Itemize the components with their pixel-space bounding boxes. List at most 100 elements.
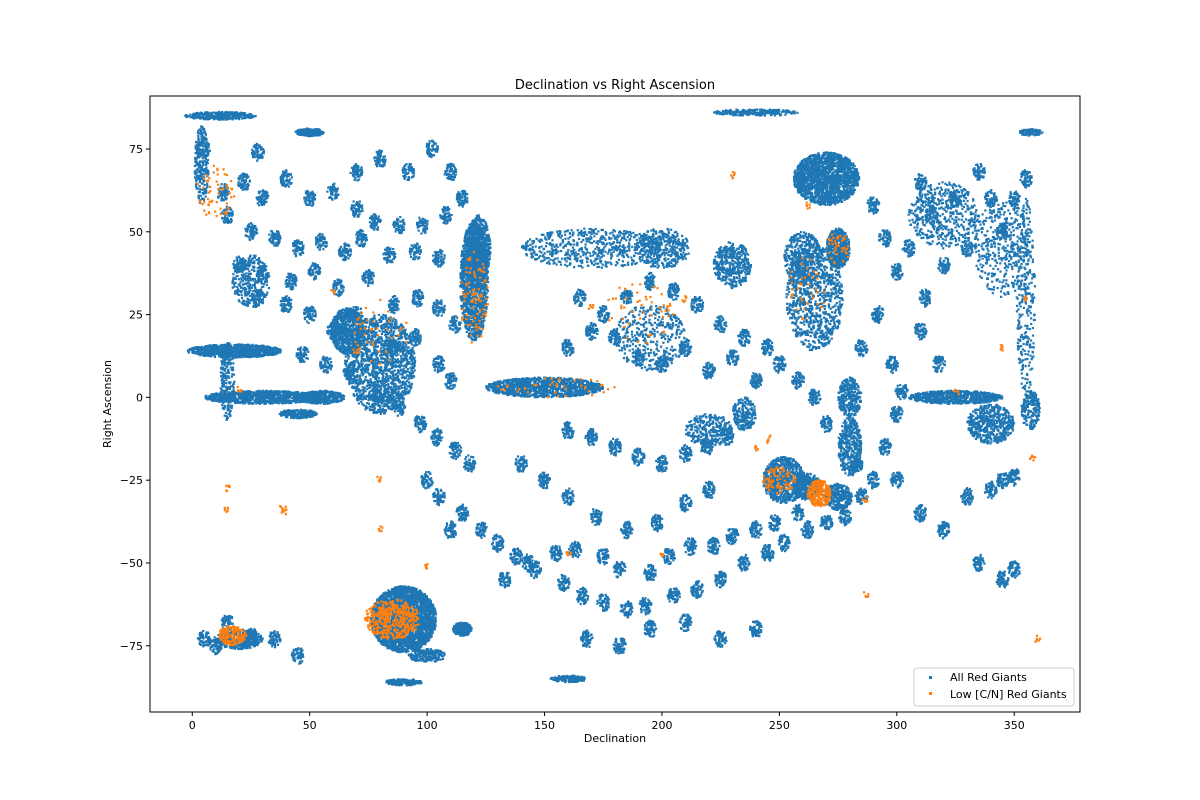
data-point (487, 263, 490, 266)
data-point (412, 648, 415, 651)
data-point (392, 593, 395, 596)
data-point (485, 251, 488, 254)
data-point (431, 603, 434, 606)
data-point (371, 608, 375, 611)
data-point (401, 603, 404, 606)
data-point (424, 639, 427, 642)
data-point (415, 626, 419, 629)
data-point (474, 303, 477, 306)
data-point (428, 610, 431, 613)
data-point (470, 236, 473, 239)
data-point (380, 629, 383, 632)
data-point (401, 601, 404, 604)
data-point (410, 589, 413, 592)
data-point (399, 590, 402, 593)
data-point (471, 338, 474, 341)
data-point (397, 642, 401, 645)
data-point (387, 643, 390, 646)
data-point (428, 601, 431, 604)
data-point (461, 278, 464, 281)
data-point (414, 632, 417, 635)
data-point (387, 634, 390, 637)
data-point (422, 617, 425, 620)
data-point (424, 609, 427, 613)
data-point (402, 646, 405, 649)
data-point (406, 618, 409, 622)
data-point (462, 305, 465, 308)
data-point (474, 318, 477, 321)
data-point (470, 223, 473, 226)
data-point (387, 589, 390, 592)
data-point (429, 625, 432, 628)
data-point (425, 607, 428, 610)
data-point (376, 609, 379, 612)
data-point (480, 218, 483, 222)
data-point (407, 645, 410, 648)
data-point (423, 601, 426, 604)
data-point (382, 594, 385, 597)
data-point (421, 597, 424, 600)
data-point (409, 630, 412, 633)
data-point (413, 587, 416, 590)
data-point (402, 637, 406, 640)
data-point (376, 634, 379, 637)
data-point (418, 616, 421, 619)
data-point (398, 638, 401, 641)
data-point (478, 312, 481, 315)
data-point (461, 258, 464, 261)
data-point (488, 258, 491, 261)
data-point (430, 635, 433, 638)
data-point (420, 630, 423, 633)
data-point (425, 630, 428, 633)
data-point (400, 645, 404, 648)
data-point (479, 242, 482, 246)
data-point (416, 645, 419, 648)
data-point (475, 217, 478, 220)
data-point (419, 645, 422, 648)
data-point (416, 603, 419, 606)
data-point (418, 598, 421, 601)
data-point (387, 594, 390, 597)
data-point (421, 615, 424, 618)
data-point (464, 325, 467, 328)
data-point (388, 610, 391, 613)
data-point (409, 637, 412, 640)
data-point (409, 595, 413, 598)
data-point (419, 634, 423, 637)
data-point (377, 637, 380, 640)
data-point (473, 307, 476, 310)
data-point (399, 588, 402, 591)
data-point (395, 640, 398, 644)
data-point (385, 606, 388, 609)
data-point (390, 597, 393, 601)
data-point (425, 639, 428, 642)
data-point (409, 600, 412, 603)
data-point (419, 601, 422, 604)
data-point (432, 618, 435, 621)
data-point (413, 603, 417, 606)
data-point (394, 644, 397, 647)
data-point (425, 640, 428, 644)
data-point (408, 602, 411, 605)
data-point (417, 628, 420, 631)
data-point (427, 639, 431, 642)
data-point (470, 302, 473, 305)
data-point (469, 288, 472, 292)
data-point (421, 593, 424, 596)
data-point (478, 224, 481, 227)
data-point (480, 326, 483, 329)
data-point (474, 286, 477, 289)
data-point (416, 605, 419, 608)
data-point (391, 616, 395, 619)
data-point (476, 215, 479, 218)
data-point (393, 644, 396, 647)
data-point (477, 232, 480, 235)
data-point (481, 313, 484, 316)
data-point (403, 647, 406, 651)
data-point (425, 615, 428, 618)
data-point (411, 589, 414, 592)
data-point (475, 336, 478, 339)
data-point (469, 304, 472, 307)
data-point (403, 600, 406, 603)
data-point (478, 237, 481, 240)
